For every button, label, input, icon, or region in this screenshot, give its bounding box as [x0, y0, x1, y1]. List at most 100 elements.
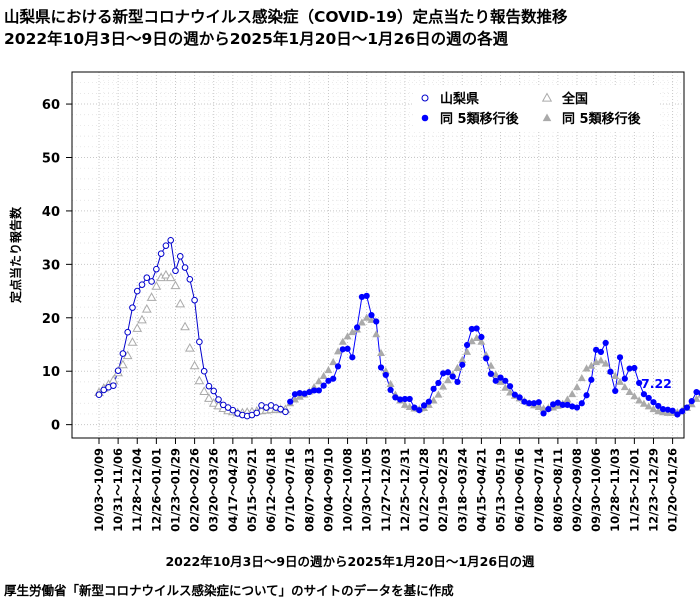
- data-point-yamanashi: [129, 304, 136, 311]
- legend-label: 同 5類移行後: [440, 111, 520, 127]
- data-point-yamanashi-post: [636, 379, 643, 387]
- legend-box: [413, 86, 659, 130]
- data-point-yamanashi-post: [291, 391, 299, 398]
- legend-marker: [421, 114, 429, 122]
- data-point-national-post: [458, 355, 467, 363]
- x-tick-label: 01/23～01/29: [168, 448, 182, 532]
- data-point-yamanashi-post: [430, 385, 437, 392]
- data-point-national-post: [386, 379, 395, 387]
- data-point-national-post: [329, 357, 338, 366]
- data-point-national: [146, 292, 157, 301]
- data-point-yamanashi: [277, 405, 284, 413]
- data-point-yamanashi: [143, 274, 151, 282]
- data-point-yamanashi-post: [315, 387, 322, 394]
- data-point-yamanashi-post: [664, 406, 671, 413]
- data-point-yamanashi-post: [526, 400, 533, 407]
- data-point-yamanashi-post: [330, 375, 337, 382]
- data-point-yamanashi-post: [669, 407, 676, 414]
- data-point-national-post: [625, 387, 634, 395]
- data-point-national-post: [620, 383, 629, 391]
- x-axis-label: 2022年10月3日～9日の週から2025年1月20日～1月26日の週: [165, 554, 535, 569]
- data-point-yamanashi-post: [325, 377, 332, 384]
- y-tick-label: 60: [42, 98, 60, 113]
- data-point-national: [184, 343, 195, 352]
- data-point-yamanashi: [200, 367, 208, 375]
- data-point-yamanashi-post: [650, 399, 657, 406]
- data-point-yamanashi-post: [344, 345, 351, 352]
- data-point-yamanashi-post: [401, 395, 409, 403]
- data-point-yamanashi: [181, 264, 189, 271]
- data-point-yamanashi-post: [425, 398, 432, 405]
- data-point-yamanashi-post: [679, 408, 686, 415]
- data-point-yamanashi-post: [521, 398, 528, 405]
- data-point-yamanashi-post: [569, 403, 576, 410]
- data-point-yamanashi-post: [578, 400, 585, 407]
- data-point-national-post: [472, 333, 481, 342]
- data-point-yamanashi-post: [373, 318, 380, 325]
- x-tick-label: 09/04～09/10: [321, 448, 335, 532]
- legend-marker: [542, 113, 552, 122]
- x-tick-label: 09/30～10/06: [589, 448, 603, 532]
- data-point-yamanashi: [224, 404, 232, 411]
- chart-subtitle: 2022年10月3日～9日の週から2025年1月20日～1月26日の週の各週: [4, 30, 509, 48]
- x-tick-label: 10/30～11/05: [360, 448, 374, 532]
- data-point-national-post: [362, 313, 371, 321]
- data-point-national: [199, 386, 210, 395]
- data-point-yamanashi-post: [626, 365, 633, 372]
- x-tick-label: 11/25～12/01: [627, 448, 641, 532]
- data-point-yamanashi-post: [612, 387, 619, 395]
- x-tick-label: 03/20～03/26: [207, 448, 221, 532]
- data-point-yamanashi-post: [349, 354, 356, 361]
- data-point-yamanashi-post: [645, 394, 652, 402]
- data-point-yamanashi: [119, 350, 127, 357]
- data-point-yamanashi: [167, 237, 174, 244]
- data-point-yamanashi-post: [550, 401, 557, 408]
- data-point-national: [132, 323, 143, 332]
- x-tick-label: 02/19～02/25: [436, 448, 450, 532]
- x-axis: 10/03～10/09 10/31～11/06 11/28～12/04 12/26～0…: [92, 438, 680, 532]
- data-point-yamanashi-post: [588, 376, 595, 383]
- x-tick-label: 10/28～11/03: [608, 448, 622, 532]
- data-point-national: [151, 281, 162, 290]
- legend-marker: [541, 92, 553, 102]
- data-point-yamanashi-post: [659, 406, 667, 413]
- data-point-yamanashi-post: [392, 394, 399, 401]
- data-point-yamanashi-post: [411, 404, 418, 411]
- data-point-national-post: [630, 392, 639, 400]
- data-point-national-post: [582, 364, 591, 372]
- data-point-yamanashi-post: [435, 379, 442, 387]
- x-tick-label: 04/17～04/23: [226, 448, 240, 532]
- data-point-yamanashi: [219, 401, 227, 409]
- data-point-yamanashi-post: [368, 312, 375, 319]
- data-point-yamanashi-post: [487, 370, 495, 377]
- data-point-national-post: [295, 392, 304, 400]
- x-tick-label: 01/22～01/28: [417, 448, 431, 532]
- x-tick-label: 04/15～04/21: [474, 448, 488, 532]
- y-axis: 0 10 20 30 40 50 60: [42, 98, 72, 434]
- data-point-yamanashi-post: [463, 341, 471, 349]
- x-tick-label: 07/08～07/14: [532, 448, 546, 532]
- data-point-yamanashi-post: [287, 398, 294, 405]
- data-point-yamanashi: [210, 387, 218, 395]
- data-point-national-post: [644, 402, 653, 410]
- y-tick-label: 0: [51, 419, 60, 434]
- x-tick-label: 12/26～01/01: [149, 448, 163, 532]
- data-point-national-post: [453, 363, 462, 371]
- data-point-national-post: [577, 373, 586, 382]
- data-point-yamanashi-post: [382, 371, 389, 379]
- data-point-yamanashi-post: [502, 377, 509, 384]
- data-point-yamanashi-post: [583, 392, 590, 399]
- data-point-yamanashi-post: [306, 388, 313, 396]
- data-point-yamanashi-post: [406, 395, 413, 403]
- data-point-national: [175, 298, 186, 308]
- data-point-national-post: [501, 383, 510, 391]
- data-point-yamanashi-post: [554, 399, 561, 406]
- data-point-yamanashi: [157, 250, 165, 257]
- data-point-yamanashi-post: [516, 394, 523, 401]
- data-point-yamanashi-post: [545, 406, 552, 413]
- y-tick-label: 30: [42, 258, 60, 273]
- data-point-national-post: [377, 348, 386, 356]
- data-point-national-post: [372, 330, 381, 338]
- data-point-yamanashi: [253, 409, 261, 417]
- legend-label: 山梨県: [440, 91, 479, 107]
